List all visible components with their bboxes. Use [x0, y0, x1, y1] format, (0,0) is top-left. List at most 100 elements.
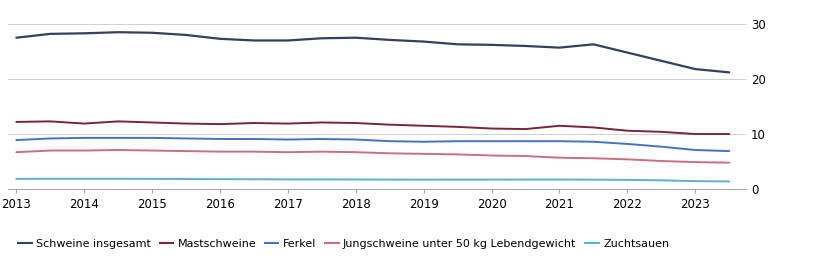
Mastschweine [215, 123, 224, 126]
Schweine insgesamt [249, 39, 259, 42]
Jungschweine unter 50 kg Lebendgewicht [622, 158, 631, 161]
Schweine insgesamt [147, 31, 157, 34]
Ferkel [45, 137, 55, 140]
Zuchtsauen [249, 178, 259, 181]
Jungschweine unter 50 kg Lebendgewicht [351, 151, 360, 154]
Jungschweine unter 50 kg Lebendgewicht [656, 160, 666, 163]
Mastschweine [45, 120, 55, 123]
Zuchtsauen [181, 177, 191, 181]
Jungschweine unter 50 kg Lebendgewicht [723, 161, 733, 164]
Schweine insgesamt [317, 37, 327, 40]
Zuchtsauen [452, 178, 462, 181]
Ferkel [384, 140, 394, 143]
Schweine insgesamt [419, 40, 428, 43]
Jungschweine unter 50 kg Lebendgewicht [11, 151, 21, 154]
Jungschweine unter 50 kg Lebendgewicht [215, 150, 224, 153]
Mastschweine [419, 124, 428, 127]
Ferkel [690, 148, 699, 152]
Mastschweine [113, 120, 123, 123]
Zuchtsauen [554, 178, 563, 181]
Schweine insgesamt [588, 43, 598, 46]
Jungschweine unter 50 kg Lebendgewicht [45, 149, 55, 152]
Line: Mastschweine: Mastschweine [16, 121, 728, 134]
Schweine insgesamt [181, 33, 191, 37]
Mastschweine [249, 121, 259, 125]
Zuchtsauen [419, 178, 428, 181]
Mastschweine [317, 121, 327, 124]
Zuchtsauen [45, 177, 55, 180]
Ferkel [181, 137, 191, 140]
Mastschweine [486, 127, 496, 130]
Ferkel [723, 149, 733, 153]
Ferkel [452, 140, 462, 143]
Line: Jungschweine unter 50 kg Lebendgewicht: Jungschweine unter 50 kg Lebendgewicht [16, 150, 728, 163]
Jungschweine unter 50 kg Lebendgewicht [113, 148, 123, 152]
Jungschweine unter 50 kg Lebendgewicht [147, 149, 157, 152]
Ferkel [554, 140, 563, 143]
Mastschweine [520, 127, 530, 131]
Mastschweine [79, 122, 89, 125]
Line: Schweine insgesamt: Schweine insgesamt [16, 32, 728, 72]
Ferkel [79, 136, 89, 139]
Mastschweine [147, 121, 157, 124]
Ferkel [11, 139, 21, 142]
Ferkel [520, 140, 530, 143]
Mastschweine [690, 132, 699, 136]
Jungschweine unter 50 kg Lebendgewicht [283, 151, 292, 154]
Jungschweine unter 50 kg Lebendgewicht [690, 161, 699, 164]
Zuchtsauen [690, 179, 699, 183]
Zuchtsauen [79, 177, 89, 180]
Ferkel [622, 142, 631, 146]
Zuchtsauen [723, 180, 733, 183]
Zuchtsauen [520, 178, 530, 181]
Schweine insgesamt [486, 43, 496, 46]
Schweine insgesamt [79, 32, 89, 35]
Schweine insgesamt [384, 38, 394, 41]
Zuchtsauen [384, 178, 394, 181]
Jungschweine unter 50 kg Lebendgewicht [554, 156, 563, 159]
Zuchtsauen [588, 178, 598, 181]
Mastschweine [656, 130, 666, 133]
Schweine insgesamt [554, 46, 563, 49]
Jungschweine unter 50 kg Lebendgewicht [588, 157, 598, 160]
Ferkel [249, 138, 259, 141]
Zuchtsauen [113, 177, 123, 180]
Mastschweine [723, 132, 733, 136]
Schweine insgesamt [11, 36, 21, 39]
Mastschweine [283, 122, 292, 125]
Mastschweine [452, 125, 462, 128]
Jungschweine unter 50 kg Lebendgewicht [384, 152, 394, 155]
Zuchtsauen [317, 178, 327, 181]
Schweine insgesamt [113, 31, 123, 34]
Jungschweine unter 50 kg Lebendgewicht [181, 149, 191, 153]
Mastschweine [11, 120, 21, 124]
Ferkel [656, 145, 666, 148]
Mastschweine [622, 129, 631, 132]
Mastschweine [588, 126, 598, 129]
Zuchtsauen [215, 178, 224, 181]
Schweine insgesamt [690, 68, 699, 71]
Schweine insgesamt [520, 45, 530, 48]
Schweine insgesamt [215, 37, 224, 40]
Mastschweine [351, 121, 360, 125]
Schweine insgesamt [283, 39, 292, 42]
Ferkel [283, 138, 292, 141]
Jungschweine unter 50 kg Lebendgewicht [486, 154, 496, 157]
Zuchtsauen [486, 178, 496, 181]
Schweine insgesamt [351, 36, 360, 39]
Zuchtsauen [656, 179, 666, 182]
Mastschweine [554, 124, 563, 127]
Mastschweine [181, 122, 191, 125]
Zuchtsauen [147, 177, 157, 181]
Line: Zuchtsauen: Zuchtsauen [16, 179, 728, 182]
Schweine insgesamt [656, 59, 666, 62]
Schweine insgesamt [723, 71, 733, 74]
Ferkel [588, 140, 598, 143]
Zuchtsauen [622, 178, 631, 182]
Jungschweine unter 50 kg Lebendgewicht [317, 150, 327, 153]
Ferkel [317, 138, 327, 141]
Jungschweine unter 50 kg Lebendgewicht [419, 152, 428, 155]
Ferkel [419, 140, 428, 143]
Jungschweine unter 50 kg Lebendgewicht [79, 149, 89, 152]
Line: Ferkel: Ferkel [16, 138, 728, 151]
